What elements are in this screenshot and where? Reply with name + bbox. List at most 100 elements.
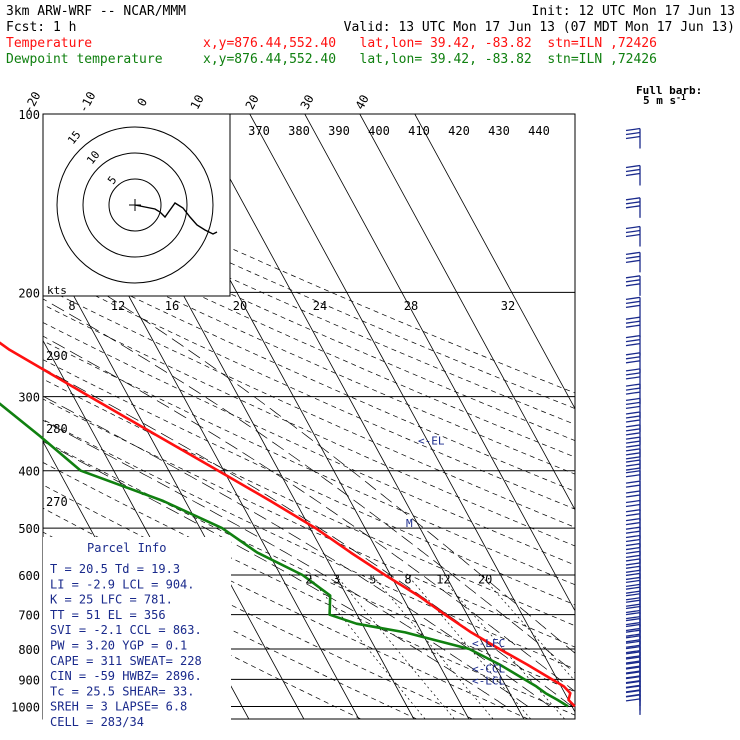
wind-barb-flag xyxy=(625,490,641,494)
speed-scale-label: 24 xyxy=(313,299,327,313)
wind-barb-flag xyxy=(625,509,641,513)
wind-barb-flag xyxy=(625,615,641,620)
dry-adiabat xyxy=(43,378,575,627)
speed-scale-label: 8 xyxy=(68,299,75,313)
isotherm-label: -20 xyxy=(21,89,44,115)
wind-barb-flag xyxy=(625,168,641,173)
wind-barb-flag xyxy=(625,586,641,590)
legend-temperature-location: x,y=876.44,552.40 lat,lon= 39.42, -83.82… xyxy=(203,36,657,51)
level-marker: <-LFC xyxy=(472,637,505,650)
wind-barb xyxy=(625,558,641,579)
speed-scale-label: 20 xyxy=(233,299,247,313)
hodograph-ring xyxy=(108,178,162,232)
parcel-info-rows: T = 20.5 Td = 19.3LI = -2.9 LCL = 904. K … xyxy=(50,562,202,729)
wind-barb-flag xyxy=(625,494,641,498)
isotherm-line xyxy=(249,114,575,713)
wind-barb-flag xyxy=(625,401,641,406)
dry-adiabat xyxy=(43,304,575,547)
parcel-info-row: CAPE = 311 SWEAT= 228 xyxy=(50,654,202,668)
mixing-ratio-label: 3 xyxy=(333,572,340,586)
wind-barb-flag xyxy=(625,229,641,234)
wind-barb xyxy=(625,459,641,481)
wind-barb-flag xyxy=(625,629,641,633)
dry-adiabat xyxy=(43,507,473,719)
wind-barb xyxy=(625,225,641,247)
pressure-tick-label: 100 xyxy=(18,108,40,122)
dry-adiabat xyxy=(43,220,575,458)
wind-barb-flag xyxy=(625,576,641,581)
parcel-info-row: T = 20.5 Td = 19.3 xyxy=(50,562,180,576)
isotherm-label: 20 xyxy=(243,92,262,111)
mixing-ratio-line xyxy=(335,574,455,719)
parcel-info-row: PW = 3.20 YGP = 0.1 xyxy=(50,639,187,653)
wind-barb-flag xyxy=(625,411,641,415)
model-title: 3km ARW-WRF -- NCAR/MMM xyxy=(6,4,186,19)
wind-barb-flag xyxy=(625,225,641,230)
wind-barb-flag xyxy=(625,484,641,488)
wind-barb-flag xyxy=(625,521,641,526)
wind-barb-flag xyxy=(625,279,641,283)
dry-adiabat xyxy=(43,440,575,693)
hodograph-ring xyxy=(56,126,214,284)
wind-barb-flag xyxy=(625,360,641,364)
theta-label: 280 xyxy=(46,422,68,436)
wind-barb-flag xyxy=(625,304,641,308)
level-marker: <-LCL xyxy=(472,674,505,687)
wind-barb-flag xyxy=(625,440,641,444)
wind-barb-flag xyxy=(625,550,641,555)
wind-barb-flag xyxy=(625,569,641,573)
wind-barb-flag xyxy=(625,685,641,689)
valid-time: Valid: 13 UTC Mon 17 Jun 13 (07 MDT Mon … xyxy=(344,20,735,35)
dry-adiabat xyxy=(43,484,529,719)
wind-barb-flag xyxy=(625,603,641,607)
wind-barb-flag xyxy=(625,635,641,639)
isotherm-label: -10 xyxy=(76,89,99,115)
wind-barb-flag xyxy=(625,611,641,616)
pressure-tick-label: 900 xyxy=(18,673,40,687)
wind-barb-flag xyxy=(625,338,641,343)
wind-barb-flag xyxy=(625,201,641,205)
wind-barb-flag xyxy=(625,251,641,256)
wind-barb-flag xyxy=(625,513,641,517)
wind-barb-flag xyxy=(625,534,641,539)
mixing-ratio-label: 5 xyxy=(369,572,376,586)
speed-scale-label: 16 xyxy=(165,299,179,313)
wind-barb-flag xyxy=(625,666,641,670)
isotherm-line xyxy=(359,114,575,511)
wind-barb xyxy=(625,316,641,338)
wind-barb-flag xyxy=(625,538,641,543)
mixing-ratio-line xyxy=(308,574,426,719)
dry-adiabat xyxy=(43,236,575,475)
wind-barb-flag xyxy=(625,644,641,648)
wind-barb-flag xyxy=(625,627,641,632)
dewpoint-line xyxy=(0,402,569,708)
parcel-info-title: Parcel Info xyxy=(87,541,166,555)
wind-barb-flag xyxy=(625,164,641,169)
speed-scale-label: 28 xyxy=(404,299,418,313)
wind-barb-flag xyxy=(625,554,641,559)
theta-label: 400 xyxy=(368,124,390,138)
parcel-info-row: SVI = -2.1 CCL = 863. xyxy=(50,623,202,637)
mixing-ratio-line xyxy=(371,574,494,719)
wind-barb-flag xyxy=(625,655,641,659)
wind-barb-flag xyxy=(625,172,641,177)
mixing-ratio-label: 12 xyxy=(436,572,450,586)
wind-barb-flag xyxy=(625,197,641,201)
wind-barb-flag xyxy=(625,670,641,674)
hodograph-trace xyxy=(134,202,218,235)
mixing-ratio-line xyxy=(407,574,531,719)
wind-barb-flag xyxy=(625,456,641,460)
label-layer: 2 3 5 8 12 201002003004005006007008009001000-… xyxy=(11,89,550,714)
wind-barb-flag xyxy=(625,649,641,654)
isotherm-line xyxy=(43,238,305,719)
mixing-ratio-label: 8 xyxy=(404,572,411,586)
wind-barb-flag xyxy=(625,233,641,238)
dry-adiabat xyxy=(43,359,575,606)
isotherm-line xyxy=(414,114,575,410)
wind-barb-flag xyxy=(625,448,641,452)
wind-barb-flag xyxy=(625,645,641,650)
parcel-info-row: CELL = 283/34 xyxy=(50,715,144,729)
wind-barb-flag xyxy=(625,597,641,601)
plot-frame xyxy=(42,113,576,720)
wind-barb-flag xyxy=(625,467,641,471)
